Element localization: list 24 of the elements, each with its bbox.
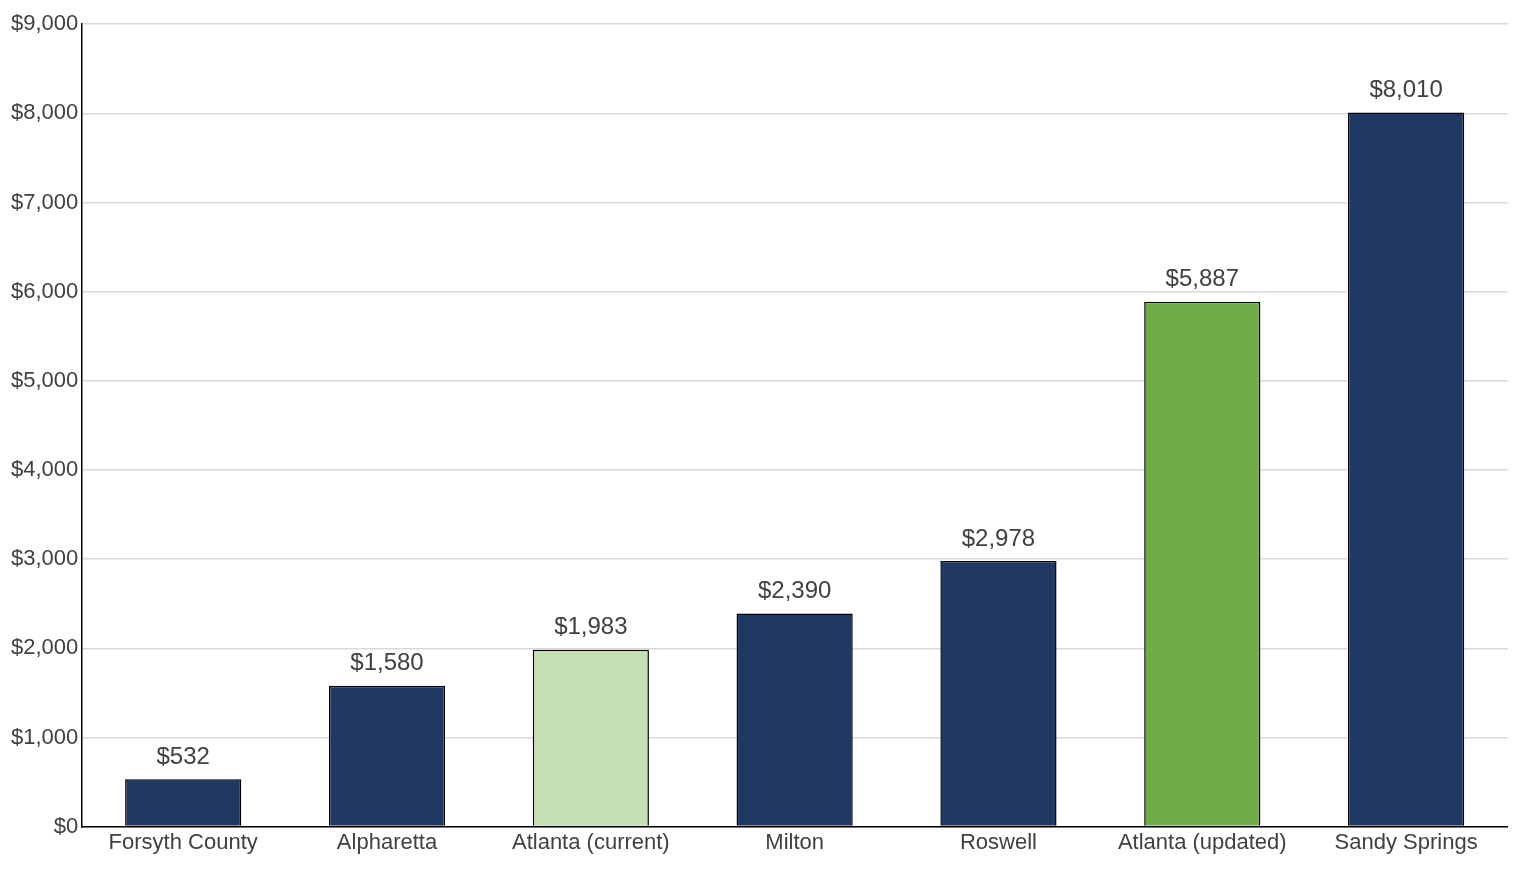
data-label: $532: [156, 741, 210, 769]
x-tick-label: Atlanta (current): [511, 828, 670, 854]
data-label: $5,887: [1165, 264, 1239, 292]
y-tick-label: $2,000: [10, 634, 79, 660]
y-tick-label: $7,000: [10, 188, 79, 214]
x-tick-label: Atlanta (updated): [1117, 828, 1287, 854]
data-label: $1,983: [554, 612, 628, 640]
y-tick-label: $9,000: [10, 10, 79, 36]
y-tick-label: $3,000: [10, 545, 79, 571]
x-tick-label: Sandy Springs: [1334, 828, 1478, 854]
x-tick-label: Forsyth County: [108, 828, 258, 854]
x-tick-label: Milton: [765, 828, 824, 854]
y-tick-label: $0: [53, 812, 79, 838]
data-label: $2,390: [757, 576, 832, 604]
data-label: $2,978: [961, 523, 1036, 551]
y-tick-label: $6,000: [10, 277, 79, 303]
data-label: $8,010: [1369, 75, 1443, 103]
x-tick-label: Alpharetta: [336, 828, 438, 854]
y-tick-label: $5,000: [10, 366, 79, 392]
y-tick-label: $8,000: [10, 99, 79, 125]
data-label: $1,580: [350, 648, 424, 676]
y-tick-label: $4,000: [10, 456, 79, 482]
y-tick-label: $1,000: [10, 723, 79, 749]
x-tick-label: Roswell: [959, 828, 1037, 854]
